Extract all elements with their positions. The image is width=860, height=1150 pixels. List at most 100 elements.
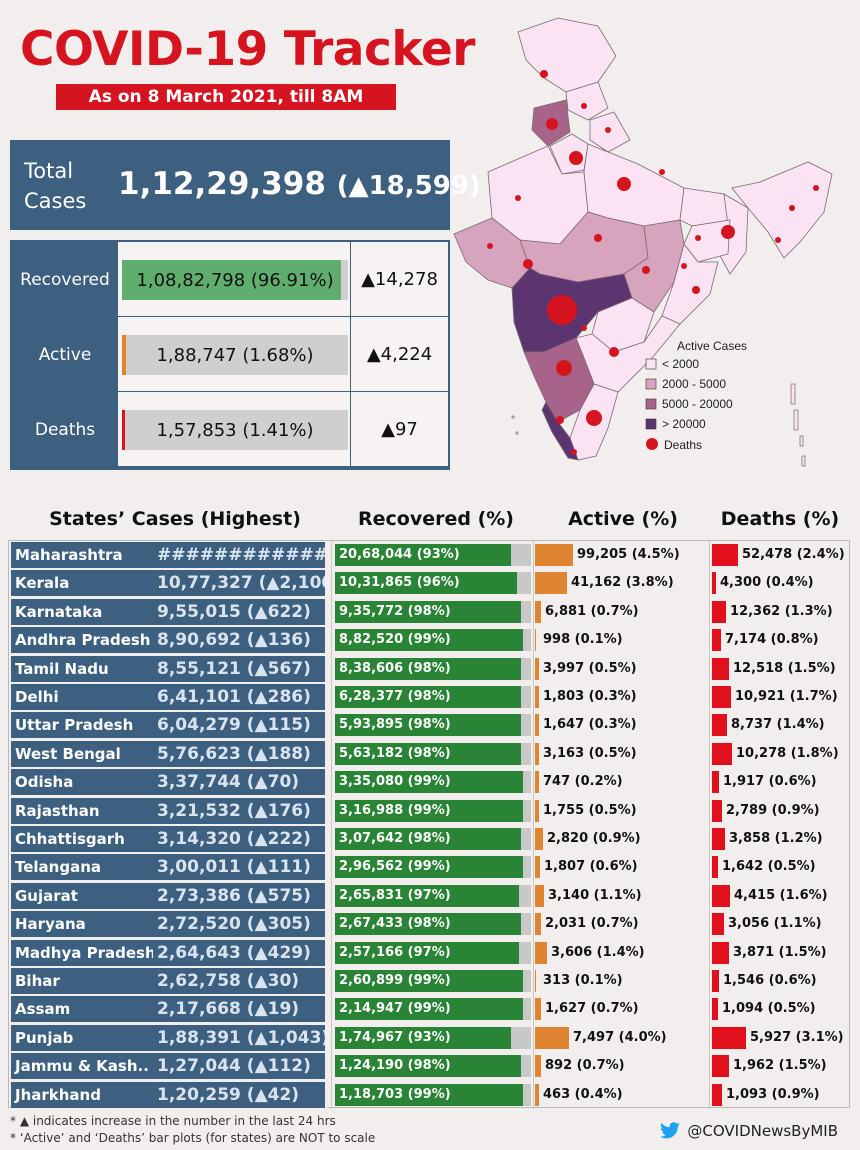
deaths-label: 1,917 (0.6%) bbox=[723, 774, 817, 790]
state-total-cases: 2,72,520 (▲305) bbox=[153, 911, 327, 938]
recovered-label: 3,07,642 (98%) bbox=[339, 831, 451, 846]
state-total-cases: 3,37,744 (▲70) bbox=[153, 769, 327, 796]
state-name: Rajasthan bbox=[11, 797, 153, 824]
date-banner: As on 8 March 2021, till 8AM bbox=[56, 84, 396, 110]
map-region-uttar-pradesh bbox=[583, 143, 685, 227]
death-marker bbox=[775, 237, 781, 243]
deaths-bar bbox=[712, 629, 721, 652]
summary-bar-fill bbox=[122, 335, 126, 375]
summary-panel: Recovered 1,08,82,798 (96.91%) ▲14,278 A… bbox=[10, 240, 450, 470]
header-deaths: Deaths (%) bbox=[720, 508, 840, 530]
recovered-bar bbox=[335, 799, 523, 822]
table-row: Haryana 2,72,520 (▲305) 2,67,433 (98%) 2,03… bbox=[9, 910, 849, 938]
deaths-bar bbox=[712, 884, 730, 907]
recovered-bar bbox=[335, 657, 521, 680]
island bbox=[790, 383, 796, 405]
deaths-label: 1,642 (0.5%) bbox=[722, 859, 816, 875]
total-cases-label: Total Cases bbox=[24, 156, 86, 216]
map-region-kerala bbox=[541, 401, 579, 461]
recovered-bar bbox=[335, 544, 511, 566]
death-marker bbox=[609, 347, 619, 357]
state-name: Andhra Pradesh bbox=[11, 627, 153, 654]
table-row: Telangana 3,00,011 (▲111) 2,96,562 (99%) 1,… bbox=[9, 853, 849, 881]
recovered-bar bbox=[335, 742, 521, 765]
deaths-label: 4,300 (0.4%) bbox=[720, 575, 814, 591]
active-bar bbox=[535, 884, 544, 907]
recovered-bar bbox=[335, 1026, 511, 1049]
state-total-cases: 1,20,259 (▲42) bbox=[153, 1081, 327, 1108]
deaths-label: 1,094 (0.5%) bbox=[722, 1001, 816, 1017]
deaths-label: 3,871 (1.5%) bbox=[733, 944, 827, 960]
recovered-bar bbox=[335, 1055, 521, 1078]
deaths-label: 2,789 (0.9%) bbox=[726, 802, 820, 818]
legend-label: < 2000 bbox=[662, 357, 699, 371]
summary-bar-cell: 1,57,853 (1.41%) bbox=[118, 392, 350, 467]
total-value-number: 1,12,29,398 bbox=[118, 166, 326, 202]
map-region-jharkhand bbox=[683, 219, 731, 263]
active-bar bbox=[535, 856, 540, 879]
active-bar bbox=[535, 970, 536, 992]
legend-death-dot bbox=[646, 438, 658, 450]
state-name: Uttar Pradesh bbox=[11, 712, 153, 739]
death-marker bbox=[789, 205, 795, 211]
table-row: Uttar Pradesh 6,04,279 (▲115) 5,93,895 (98… bbox=[9, 711, 849, 739]
table-row: Gujarat 2,73,386 (▲575) 2,65,831 (97%) 3,14… bbox=[9, 882, 849, 910]
recovered-label: 5,93,895 (98%) bbox=[339, 717, 451, 733]
death-marker bbox=[571, 449, 577, 455]
header-states: States’ Cases (Highest) bbox=[49, 508, 301, 530]
island bbox=[515, 431, 519, 435]
total-label-line2: Cases bbox=[24, 189, 87, 213]
summary-bar-fill bbox=[122, 260, 341, 300]
states-table: Maharashtra############## 20,68,044 (93%)… bbox=[8, 540, 850, 1109]
map-region-himachal bbox=[565, 81, 609, 121]
table-row: Jharkhand 1,20,259 (▲42) 1,18,703 (99%) 463… bbox=[9, 1081, 849, 1109]
active-label: 3,997 (0.5%) bbox=[543, 660, 637, 676]
active-label: 7,497 (4.0%) bbox=[573, 1029, 667, 1045]
table-row: Delhi 6,41,101 (▲286) 6,28,377 (98%) 1,803 … bbox=[9, 683, 849, 711]
table-row: West Bengal 5,76,623 (▲188) 5,63,182 (98%)… bbox=[9, 740, 849, 768]
map-region-odisha bbox=[661, 243, 719, 325]
recovered-bar bbox=[335, 828, 521, 850]
header-active: Active (%) bbox=[568, 508, 678, 530]
summary-bar-cell: 1,08,82,798 (96.91%) bbox=[118, 242, 350, 317]
legend-label: 5000 - 20000 bbox=[662, 397, 733, 411]
deaths-bar bbox=[712, 913, 724, 936]
state-total-cases: 3,14,320 (▲222) bbox=[153, 826, 327, 852]
social-handle[interactable]: @COVIDNewsByMIB bbox=[659, 1122, 838, 1140]
summary-row-active: Active 1,88,747 (1.68%) ▲4,224 bbox=[12, 317, 448, 392]
death-marker bbox=[586, 410, 602, 426]
deaths-label: 7,174 (0.8%) bbox=[725, 632, 819, 648]
deaths-bar bbox=[712, 799, 722, 822]
active-bar bbox=[535, 771, 539, 794]
state-name: Punjab bbox=[11, 1024, 153, 1051]
death-marker bbox=[487, 243, 493, 249]
state-total-cases: 1,88,391 (▲1,043) bbox=[153, 1024, 327, 1051]
active-bar bbox=[535, 1083, 539, 1106]
recovered-bar bbox=[335, 771, 523, 794]
deaths-bar bbox=[712, 544, 738, 566]
state-name: West Bengal bbox=[11, 740, 153, 767]
deaths-bar bbox=[712, 657, 729, 680]
state-total-cases: 9,55,015 (▲622) bbox=[153, 598, 327, 625]
summary-value: 1,08,82,798 (96.91%) bbox=[136, 269, 334, 291]
summary-bar-fill bbox=[122, 410, 125, 450]
death-marker bbox=[556, 416, 564, 424]
active-bar bbox=[535, 799, 539, 822]
recovered-bar bbox=[335, 970, 523, 992]
active-bar bbox=[535, 742, 539, 765]
recovered-bar bbox=[335, 686, 521, 708]
state-name: Tamil Nadu bbox=[11, 655, 153, 682]
deaths-bar bbox=[712, 714, 727, 737]
legend-label: Deaths bbox=[664, 438, 702, 452]
deaths-label: 10,278 (1.8%) bbox=[736, 745, 839, 761]
column-divider bbox=[331, 541, 332, 1109]
twitter-bird-icon bbox=[660, 1122, 681, 1139]
state-name: Madhya Pradesh bbox=[11, 939, 153, 966]
active-label: 3,140 (1.1%) bbox=[548, 887, 642, 903]
summary-delta: ▲14,278 bbox=[350, 242, 448, 317]
active-bar bbox=[535, 941, 547, 964]
recovered-bar bbox=[335, 998, 523, 1021]
active-bar bbox=[535, 544, 573, 566]
legend-swatch bbox=[645, 358, 657, 370]
summary-label: Deaths bbox=[34, 419, 96, 440]
